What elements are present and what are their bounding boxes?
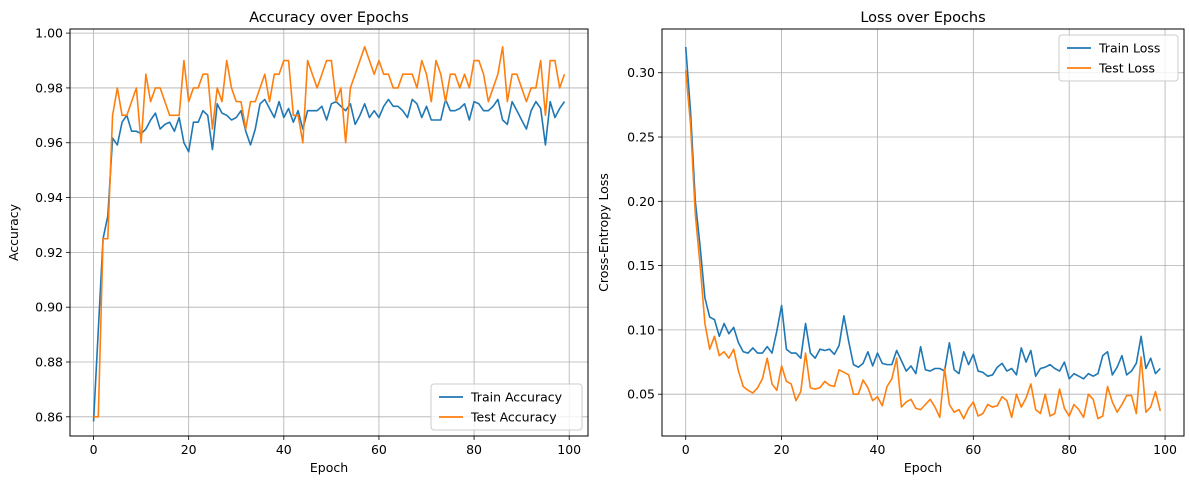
loss-legend-label-test: Test Loss	[1098, 61, 1155, 76]
accuracy-y-axis-label: Accuracy	[6, 203, 21, 261]
y-tick-label: 0.15	[627, 258, 655, 273]
x-tick-label: 60	[371, 442, 387, 457]
y-tick-label: 1.00	[35, 26, 63, 41]
loss-grid	[662, 29, 1184, 436]
accuracy-series	[92, 46, 566, 422]
y-tick-label: 0.10	[627, 322, 655, 337]
y-tick-label: 0.88	[35, 355, 63, 370]
y-tick-label: 0.96	[35, 135, 63, 150]
x-tick-label: 0	[90, 442, 98, 457]
y-tick-label: 0.25	[627, 130, 655, 145]
y-tick-label: 0.94	[35, 190, 63, 205]
loss-x-axis-label: Epoch	[904, 460, 942, 475]
loss-axes-frame	[661, 28, 1185, 437]
x-tick-label: 20	[774, 442, 790, 457]
loss-series	[684, 46, 1162, 420]
x-tick-label: 100	[557, 442, 581, 457]
accuracy-chart-title: Accuracy over Epochs	[249, 10, 409, 26]
accuracy-ticks: 0 20 40 60 80 100 0.86 0.88 0.90 0.92 0.94 0.96 0.98…	[35, 26, 581, 457]
accuracy-grid	[70, 29, 588, 436]
loss-y-axis-label: Cross-Entropy Loss	[596, 173, 611, 292]
x-tick-label: 80	[1061, 442, 1077, 457]
loss-chart-title: Loss over Epochs	[860, 10, 985, 26]
accuracy-legend-box	[430, 383, 583, 431]
x-tick-label: 60	[965, 442, 981, 457]
loss-legend-label-train: Train Loss	[1098, 41, 1160, 56]
accuracy-series-line-train	[92, 98, 566, 422]
accuracy-chart: 0 20 40 60 80 100 0.86 0.88 0.90 0.92 0.94 0.96 0.98…	[6, 10, 589, 475]
y-tick-label: 0.98	[35, 80, 63, 95]
loss-series-line-test	[684, 70, 1162, 420]
y-tick-label: 0.20	[627, 194, 655, 209]
x-tick-label: 20	[181, 442, 197, 457]
accuracy-x-axis-label: Epoch	[310, 460, 348, 475]
loss-series-line-train	[684, 46, 1161, 380]
x-tick-label: 40	[870, 442, 886, 457]
x-tick-label: 40	[276, 442, 292, 457]
y-tick-label: 0.92	[35, 245, 63, 260]
loss-chart: 0 20 40 60 80 100 0.05 0.10 0.15 0.20 0.25 0.30 Los…	[596, 10, 1185, 475]
accuracy-legend-label-test: Test Accuracy	[470, 410, 557, 425]
x-tick-label: 100	[1153, 442, 1177, 457]
accuracy-axes-frame	[69, 28, 589, 437]
y-tick-label: 0.86	[35, 409, 63, 424]
accuracy-legend: Train Accuracy Test Accuracy	[430, 383, 583, 431]
loss-legend: Train Loss Test Loss	[1058, 34, 1179, 82]
x-tick-label: 0	[682, 442, 690, 457]
x-tick-label: 80	[466, 442, 482, 457]
loss-legend-box	[1058, 34, 1179, 82]
y-tick-label: 0.30	[627, 65, 655, 80]
y-tick-label: 0.05	[627, 387, 655, 402]
accuracy-legend-label-train: Train Accuracy	[470, 390, 563, 405]
accuracy-series-line-test	[93, 46, 566, 418]
y-tick-label: 0.90	[35, 300, 63, 315]
loss-ticks: 0 20 40 60 80 100 0.05 0.10 0.15 0.20 0.25 0.30	[627, 65, 1177, 457]
